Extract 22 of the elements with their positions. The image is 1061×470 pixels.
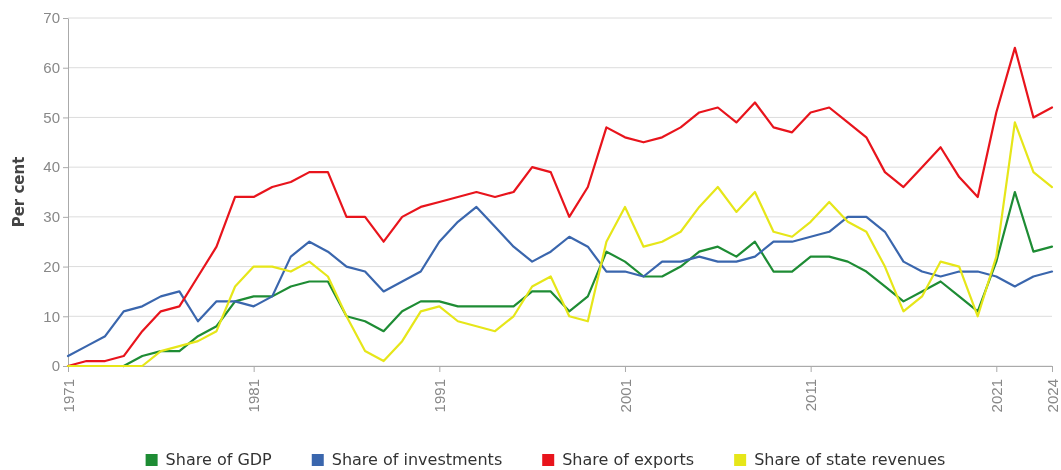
x-tick-label: 2021 <box>988 379 1006 413</box>
x-tick-label: 1981 <box>245 379 263 413</box>
x-tick-label: 2011 <box>802 379 820 412</box>
y-tick-label: 60 <box>43 59 60 77</box>
y-tick-label: 30 <box>43 208 60 226</box>
x-tick-label: 1971 <box>59 379 77 413</box>
legend-label: Share of state revenues <box>754 450 946 469</box>
line-series <box>122 190 1054 368</box>
x-tick-label: 2001 <box>616 379 634 413</box>
y-axis-title: Per cent <box>10 156 28 228</box>
line-series <box>66 205 1054 358</box>
x-tick-label: 1991 <box>431 379 449 413</box>
y-tick-label: 0 <box>51 357 60 375</box>
legend-label: Share of investments <box>331 450 503 469</box>
y-tick-label: 50 <box>43 108 60 126</box>
x-tick-label: 2024 <box>1043 379 1061 413</box>
y-tick-label: 40 <box>43 158 60 176</box>
legend-label: Share of exports <box>562 450 695 469</box>
legend-label: Share of GDP <box>165 450 273 469</box>
y-tick-label: 10 <box>43 307 60 325</box>
y-tick-label: 20 <box>43 257 60 275</box>
y-tick-label: 70 <box>43 9 60 27</box>
